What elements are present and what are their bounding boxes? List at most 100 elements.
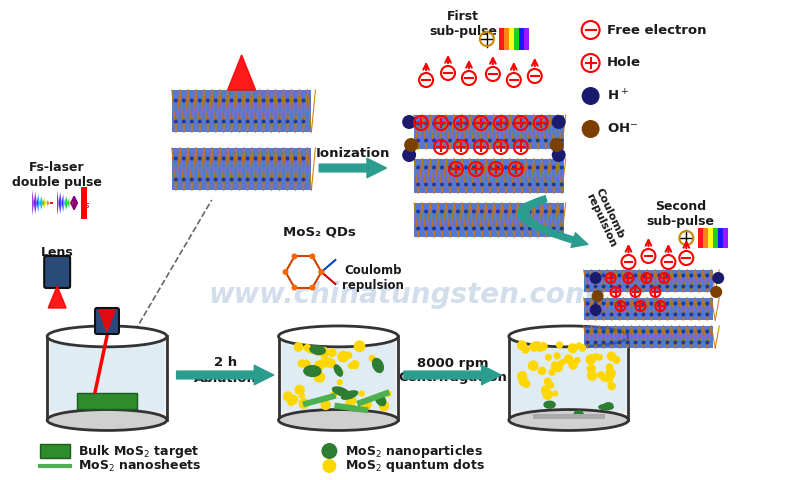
Text: MoS$_2$ nanosheets: MoS$_2$ nanosheets [78,458,202,474]
Circle shape [456,182,460,187]
Circle shape [520,121,524,125]
Circle shape [230,120,234,123]
Circle shape [262,178,266,181]
Circle shape [294,120,298,123]
Ellipse shape [310,345,326,355]
FancyBboxPatch shape [519,28,524,50]
Text: MoS$_2$ nanoparticles: MoS$_2$ nanoparticles [346,443,483,459]
Circle shape [416,121,420,125]
FancyBboxPatch shape [584,270,714,292]
Circle shape [698,312,702,316]
Circle shape [642,274,646,277]
Circle shape [602,285,606,288]
Circle shape [488,227,492,230]
Ellipse shape [543,400,556,409]
Circle shape [658,312,662,316]
Circle shape [586,274,590,277]
Circle shape [206,98,210,103]
Circle shape [310,253,315,259]
Circle shape [642,329,646,334]
Circle shape [440,121,444,125]
Circle shape [706,285,710,288]
Circle shape [712,272,724,284]
Circle shape [320,400,330,410]
Polygon shape [66,196,69,210]
Circle shape [496,166,500,169]
Circle shape [270,98,274,103]
Circle shape [345,400,351,407]
Circle shape [480,182,484,187]
Circle shape [424,166,428,169]
Circle shape [424,227,428,230]
Circle shape [586,354,596,365]
FancyBboxPatch shape [414,203,564,237]
Circle shape [358,390,365,397]
Circle shape [448,121,452,125]
Circle shape [464,139,468,143]
Circle shape [496,121,500,125]
Circle shape [238,98,242,103]
Circle shape [568,343,578,353]
Circle shape [542,386,550,395]
FancyBboxPatch shape [282,342,395,410]
FancyBboxPatch shape [414,159,564,193]
Circle shape [378,400,390,411]
Circle shape [182,98,186,103]
Circle shape [590,304,602,316]
Circle shape [328,348,337,357]
Circle shape [690,329,694,334]
Polygon shape [72,200,75,206]
Polygon shape [228,55,255,90]
Circle shape [594,285,598,288]
Ellipse shape [334,364,343,377]
Circle shape [539,342,548,351]
Circle shape [416,209,420,214]
Circle shape [270,178,274,181]
Circle shape [518,376,528,386]
Circle shape [592,290,603,302]
Circle shape [222,98,226,103]
Circle shape [522,380,530,388]
Circle shape [246,120,250,123]
Circle shape [552,166,556,169]
Circle shape [642,301,646,305]
Circle shape [286,156,290,160]
Circle shape [330,391,338,398]
Circle shape [522,345,530,354]
Circle shape [512,121,516,125]
Circle shape [322,459,336,473]
Circle shape [690,312,694,316]
Circle shape [294,384,305,395]
Circle shape [480,139,484,143]
Circle shape [594,301,598,305]
Circle shape [384,390,391,397]
Circle shape [698,274,702,277]
Ellipse shape [278,409,398,431]
Ellipse shape [574,410,584,417]
Circle shape [541,385,550,395]
Circle shape [710,286,722,298]
Circle shape [222,178,226,181]
Circle shape [338,369,344,375]
Circle shape [606,351,616,361]
FancyBboxPatch shape [95,308,119,334]
Circle shape [674,340,678,345]
Circle shape [303,344,311,352]
Circle shape [698,340,702,345]
Circle shape [174,98,178,103]
Circle shape [424,139,428,143]
Circle shape [520,227,524,230]
Circle shape [302,156,306,160]
Circle shape [448,209,452,214]
FancyBboxPatch shape [504,28,509,50]
Circle shape [456,209,460,214]
Circle shape [610,274,614,277]
FancyBboxPatch shape [698,228,703,248]
Circle shape [488,209,492,214]
Circle shape [424,121,428,125]
Circle shape [278,156,282,160]
Circle shape [528,360,538,371]
Circle shape [496,139,500,143]
Circle shape [190,178,194,181]
Circle shape [552,361,563,372]
